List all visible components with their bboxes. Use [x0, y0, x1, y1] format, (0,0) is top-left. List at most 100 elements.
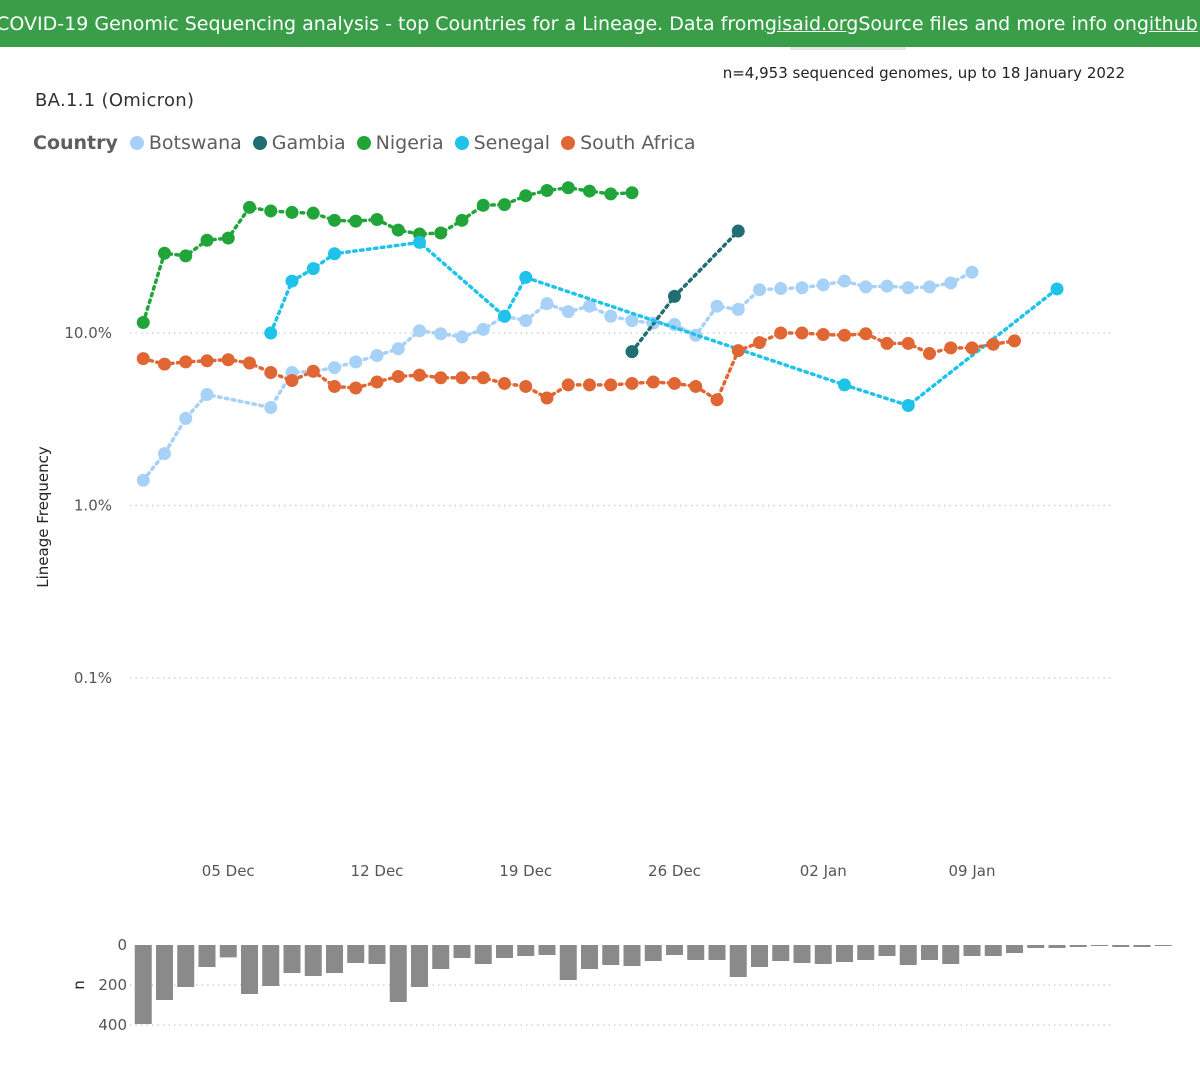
data-point-south-africa[interactable]	[200, 354, 214, 368]
data-point-botswana[interactable]	[413, 324, 426, 338]
sample-count-bar[interactable]	[1091, 945, 1108, 946]
sample-count-bar[interactable]	[517, 945, 535, 956]
sample-count-bar[interactable]	[432, 945, 450, 969]
data-point-senegal[interactable]	[901, 398, 915, 412]
data-point-south-africa[interactable]	[795, 326, 809, 340]
data-point-south-africa[interactable]	[838, 328, 851, 342]
sample-count-bar[interactable]	[1006, 945, 1023, 953]
sample-count-bar[interactable]	[878, 945, 896, 956]
sample-count-bar[interactable]	[687, 945, 705, 960]
data-point-botswana[interactable]	[859, 280, 873, 294]
data-point-nigeria[interactable]	[349, 214, 363, 228]
data-point-gambia[interactable]	[731, 224, 745, 238]
data-point-nigeria[interactable]	[328, 213, 341, 227]
data-point-nigeria[interactable]	[519, 189, 533, 203]
data-point-nigeria[interactable]	[498, 198, 511, 212]
data-point-south-africa[interactable]	[986, 337, 1000, 351]
data-point-botswana[interactable]	[434, 327, 448, 341]
data-point-senegal[interactable]	[306, 262, 320, 276]
data-point-botswana[interactable]	[200, 388, 214, 402]
data-point-nigeria[interactable]	[136, 316, 150, 330]
data-point-botswana[interactable]	[731, 302, 745, 316]
data-point-nigeria[interactable]	[625, 186, 639, 200]
sample-count-bar[interactable]	[496, 945, 513, 958]
data-point-south-africa[interactable]	[583, 378, 596, 392]
data-point-nigeria[interactable]	[604, 187, 618, 201]
data-point-south-africa[interactable]	[413, 368, 426, 382]
data-point-south-africa[interactable]	[774, 326, 788, 340]
data-point-nigeria[interactable]	[455, 213, 469, 227]
data-point-botswana[interactable]	[391, 342, 405, 356]
sample-count-bar[interactable]	[921, 945, 938, 960]
data-point-south-africa[interactable]	[349, 381, 363, 395]
data-point-botswana[interactable]	[965, 265, 979, 279]
data-point-south-africa[interactable]	[285, 374, 299, 388]
sample-count-bar[interactable]	[156, 945, 173, 1000]
data-point-botswana[interactable]	[604, 309, 618, 323]
data-point-south-africa[interactable]	[179, 355, 193, 369]
data-point-botswana[interactable]	[328, 361, 341, 375]
sample-count-bar[interactable]	[814, 945, 832, 964]
data-point-botswana[interactable]	[625, 314, 639, 328]
data-point-senegal[interactable]	[1050, 282, 1064, 296]
data-point-south-africa[interactable]	[306, 364, 320, 378]
data-point-botswana[interactable]	[370, 349, 384, 363]
data-point-south-africa[interactable]	[901, 336, 915, 350]
data-point-south-africa[interactable]	[540, 391, 554, 405]
data-point-south-africa[interactable]	[434, 371, 448, 385]
data-point-south-africa[interactable]	[328, 379, 341, 393]
data-point-botswana[interactable]	[774, 282, 788, 296]
data-point-nigeria[interactable]	[158, 246, 171, 260]
data-point-botswana[interactable]	[455, 330, 469, 344]
sample-count-bar[interactable]	[1112, 945, 1130, 947]
data-point-botswana[interactable]	[923, 280, 936, 294]
data-point-south-africa[interactable]	[859, 327, 873, 341]
data-point-botswana[interactable]	[179, 411, 193, 425]
data-point-botswana[interactable]	[519, 314, 533, 328]
data-point-nigeria[interactable]	[221, 231, 235, 245]
sample-count-bar[interactable]	[942, 945, 960, 964]
sample-count-bar[interactable]	[666, 945, 683, 955]
data-point-nigeria[interactable]	[285, 205, 299, 219]
sample-count-bar[interactable]	[368, 945, 386, 964]
sample-count-bar[interactable]	[644, 945, 662, 961]
data-point-south-africa[interactable]	[625, 376, 639, 390]
legend-item-gambia[interactable]: Gambia	[252, 132, 346, 154]
data-point-south-africa[interactable]	[476, 371, 490, 385]
sample-count-bar[interactable]	[899, 945, 917, 965]
data-point-nigeria[interactable]	[561, 181, 575, 195]
sample-count-bar[interactable]	[411, 945, 428, 987]
sample-count-bar[interactable]	[751, 945, 768, 967]
data-point-botswana[interactable]	[264, 400, 278, 414]
data-point-south-africa[interactable]	[710, 393, 724, 407]
data-point-south-africa[interactable]	[668, 376, 681, 390]
data-point-botswana[interactable]	[158, 447, 171, 461]
sample-count-bar[interactable]	[623, 945, 641, 966]
sample-count-bar[interactable]	[389, 945, 407, 1002]
data-point-nigeria[interactable]	[434, 226, 448, 240]
data-point-south-africa[interactable]	[816, 328, 830, 342]
sample-count-bar[interactable]	[283, 945, 301, 973]
data-point-nigeria[interactable]	[243, 200, 256, 214]
sample-count-bar[interactable]	[262, 945, 280, 986]
data-point-botswana[interactable]	[583, 299, 596, 313]
data-point-south-africa[interactable]	[455, 371, 469, 385]
data-point-south-africa[interactable]	[243, 356, 256, 370]
data-point-south-africa[interactable]	[880, 336, 894, 350]
sample-count-bar[interactable]	[219, 945, 237, 958]
legend-item-senegal[interactable]: Senegal	[454, 132, 550, 154]
data-point-botswana[interactable]	[561, 305, 575, 319]
data-point-south-africa[interactable]	[498, 376, 511, 390]
sample-count-bar[interactable]	[836, 945, 853, 962]
data-point-nigeria[interactable]	[264, 204, 278, 218]
data-point-south-africa[interactable]	[391, 369, 405, 383]
data-point-nigeria[interactable]	[476, 198, 490, 212]
data-point-nigeria[interactable]	[391, 223, 405, 237]
data-point-botswana[interactable]	[795, 281, 809, 295]
sample-count-bar[interactable]	[538, 945, 556, 955]
data-point-south-africa[interactable]	[965, 341, 979, 355]
sample-count-bar[interactable]	[963, 945, 981, 956]
data-point-south-africa[interactable]	[753, 336, 766, 350]
sample-count-bar[interactable]	[729, 945, 747, 977]
data-point-botswana[interactable]	[944, 276, 958, 290]
